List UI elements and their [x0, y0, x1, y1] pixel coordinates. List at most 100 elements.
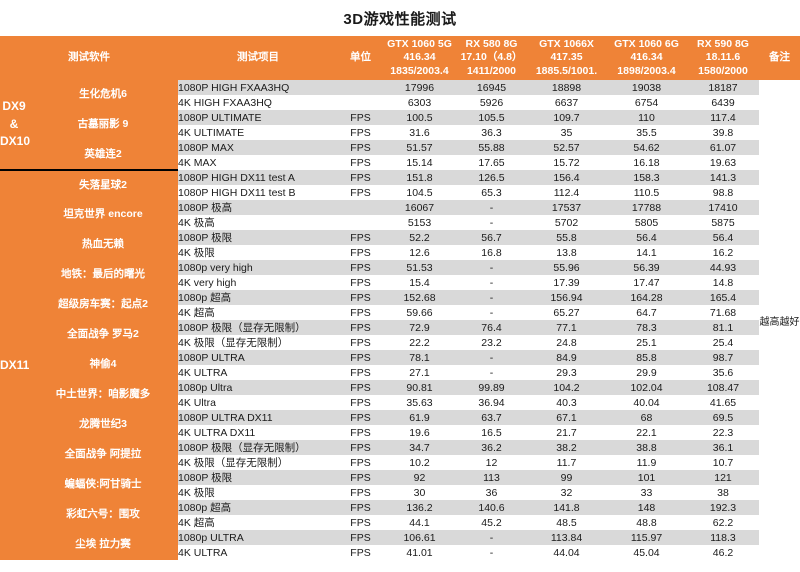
- value-cell-gpu-3: 148: [606, 500, 687, 515]
- value-cell-gpu-1: -: [456, 200, 527, 215]
- value-cell-gpu-4: 61.07: [687, 140, 759, 155]
- header-software: 测试软件: [0, 36, 178, 80]
- test-item: 4K very high: [178, 275, 338, 290]
- value-cell-gpu-2: 32: [527, 485, 606, 500]
- test-item: 1080P 极限: [178, 230, 338, 245]
- value-cell-gpu-1: 17.65: [456, 155, 527, 170]
- section-label-line: &: [9, 116, 19, 131]
- unit-cell: [338, 200, 383, 215]
- value-cell-gpu-3: 78.3: [606, 320, 687, 335]
- table-row: 1080P HIGH DX11 test B FPS 104.5 65.3 112.4 1…: [0, 185, 800, 200]
- game-name: 生化危机6: [28, 80, 178, 110]
- value-cell-gpu-0: 61.9: [383, 410, 456, 425]
- game-name: 龙腾世纪3: [28, 410, 178, 440]
- value-cell-gpu-4: 39.8: [687, 125, 759, 140]
- value-cell-gpu-2: 109.7: [527, 110, 606, 125]
- table-row: 4K Ultra FPS 35.63 36.94 40.3 40.04 41.65: [0, 395, 800, 410]
- gpu-2-driver: 417.35: [550, 51, 583, 64]
- table-row: 古墓丽影 9 1080P ULTIMATE FPS 100.5 105.5 109.7 11…: [0, 110, 800, 140]
- test-item: 4K HIGH FXAA3HQ: [178, 95, 338, 110]
- unit-cell: FPS: [338, 305, 383, 320]
- value-cell-gpu-4: 44.93: [687, 260, 759, 275]
- game-name: 古墓丽影 9: [28, 110, 178, 140]
- value-cell-gpu-0: 17996: [383, 80, 456, 95]
- value-cell-gpu-2: 104.2: [527, 380, 606, 395]
- table-row: 中土世界：咱影魔多 1080p Ultra FPS 90.81 99.89 104.2 10…: [0, 380, 800, 410]
- value-cell-gpu-2: 77.1: [527, 320, 606, 335]
- value-cell-gpu-2: 18898: [527, 80, 606, 95]
- game-name: 地铁：最后的曙光: [28, 260, 178, 290]
- test-item: 1080P ULTRA: [178, 350, 338, 365]
- value-cell-gpu-0: 15.4: [383, 275, 456, 290]
- table-row: 4K 极高 5153-5702 5805 5875: [0, 215, 800, 230]
- value-cell-gpu-4: 25.4: [687, 335, 759, 350]
- unit-cell: FPS: [338, 425, 383, 440]
- value-cell-gpu-2: 112.4: [527, 185, 606, 200]
- value-cell-gpu-1: 126.5: [456, 170, 527, 185]
- test-item: 1080p ULTRA: [178, 530, 338, 545]
- unit-cell: FPS: [338, 275, 383, 290]
- game-name: 超级房车赛：起点2: [28, 290, 178, 320]
- test-item: 4K 超高: [178, 515, 338, 530]
- gpu-3-driver: 416.34: [630, 51, 663, 64]
- value-cell-gpu-1: -: [456, 350, 527, 365]
- table-row: 4K MAX FPS 15.14 17.65 15.72 16.18 19.63: [0, 155, 800, 170]
- value-cell-gpu-1: 55.88: [456, 140, 527, 155]
- value-cell-gpu-4: 71.68: [687, 305, 759, 320]
- value-cell-gpu-0: 100.5: [383, 110, 456, 125]
- test-item: 4K ULTRA: [178, 545, 338, 560]
- value-cell-gpu-2: 5702: [527, 215, 606, 230]
- unit-cell: FPS: [338, 485, 383, 500]
- test-item: 1080P HIGH DX11 test A: [178, 170, 338, 185]
- value-cell-gpu-3: 22.1: [606, 425, 687, 440]
- value-cell-gpu-3: 17788: [606, 200, 687, 215]
- unit-cell: FPS: [338, 110, 383, 125]
- table-row: 4K very high FPS 15.4-17.39 17.47 14.8: [0, 275, 800, 290]
- value-cell-gpu-3: 54.62: [606, 140, 687, 155]
- value-cell-gpu-1: -: [456, 215, 527, 230]
- header-row: 测试软件 测试项目 单位 GTX 1060 5G 416.34 1835/200…: [0, 36, 800, 80]
- value-cell-gpu-0: 59.66: [383, 305, 456, 320]
- header-gpu-0: GTX 1060 5G 416.34 1835/2003.4: [383, 36, 456, 80]
- note-cell: 越高越好: [759, 80, 800, 560]
- value-cell-gpu-2: 55.8: [527, 230, 606, 245]
- gpu-2-clocks: 1885.5/1001.: [535, 64, 598, 77]
- value-cell-gpu-2: 29.3: [527, 365, 606, 380]
- gpu-3-clocks: 1898/2003.4: [617, 64, 676, 77]
- test-item: 1080P 极限: [178, 470, 338, 485]
- value-cell-gpu-1: 5926: [456, 95, 527, 110]
- value-cell-gpu-2: 44.04: [527, 545, 606, 560]
- gpu-3-name: GTX 1060 6G: [614, 38, 679, 51]
- header-gpu-2: GTX 1066X 417.35 1885.5/1001.: [527, 36, 606, 80]
- value-cell-gpu-4: 117.4: [687, 110, 759, 125]
- value-cell-gpu-3: 40.04: [606, 395, 687, 410]
- value-cell-gpu-4: 18187: [687, 80, 759, 95]
- unit-cell: FPS: [338, 245, 383, 260]
- table-row: 4K 极限 FPS 30 36 32 33 38: [0, 485, 800, 500]
- value-cell-gpu-3: 110.5: [606, 185, 687, 200]
- value-cell-gpu-2: 40.3: [527, 395, 606, 410]
- value-cell-gpu-3: 17.47: [606, 275, 687, 290]
- value-cell-gpu-4: 81.1: [687, 320, 759, 335]
- value-cell-gpu-4: 36.1: [687, 440, 759, 455]
- value-cell-gpu-3: 110: [606, 110, 687, 125]
- unit-cell: FPS: [338, 140, 383, 155]
- game-name: 神偷4: [28, 350, 178, 380]
- value-cell-gpu-2: 156.94: [527, 290, 606, 305]
- value-cell-gpu-1: 113: [456, 470, 527, 485]
- gpu-1-clocks: 1411/2000: [466, 64, 517, 77]
- value-cell-gpu-1: 12: [456, 455, 527, 470]
- test-item: 1080p 超高: [178, 290, 338, 305]
- value-cell-gpu-3: 11.9: [606, 455, 687, 470]
- value-cell-gpu-0: 152.68: [383, 290, 456, 305]
- unit-cell: FPS: [338, 545, 383, 560]
- unit-cell: FPS: [338, 395, 383, 410]
- value-cell-gpu-4: 98.8: [687, 185, 759, 200]
- value-cell-gpu-1: 36.94: [456, 395, 527, 410]
- table-row: 4K 极限（显存无限制） FPS 22.2 23.2 24.8 25.1 25.4: [0, 335, 800, 350]
- table-row: 地铁：最后的曙光 1080p very high FPS 51.53-55.96 56.…: [0, 260, 800, 290]
- gpu-4-name: RX 590 8G: [697, 38, 749, 51]
- table-body: DX9 & DX10 生化危机6 1080P HIGH FXAA3HQ 17996 1694…: [0, 80, 800, 560]
- value-cell-gpu-1: 16.5: [456, 425, 527, 440]
- value-cell-gpu-2: 24.8: [527, 335, 606, 350]
